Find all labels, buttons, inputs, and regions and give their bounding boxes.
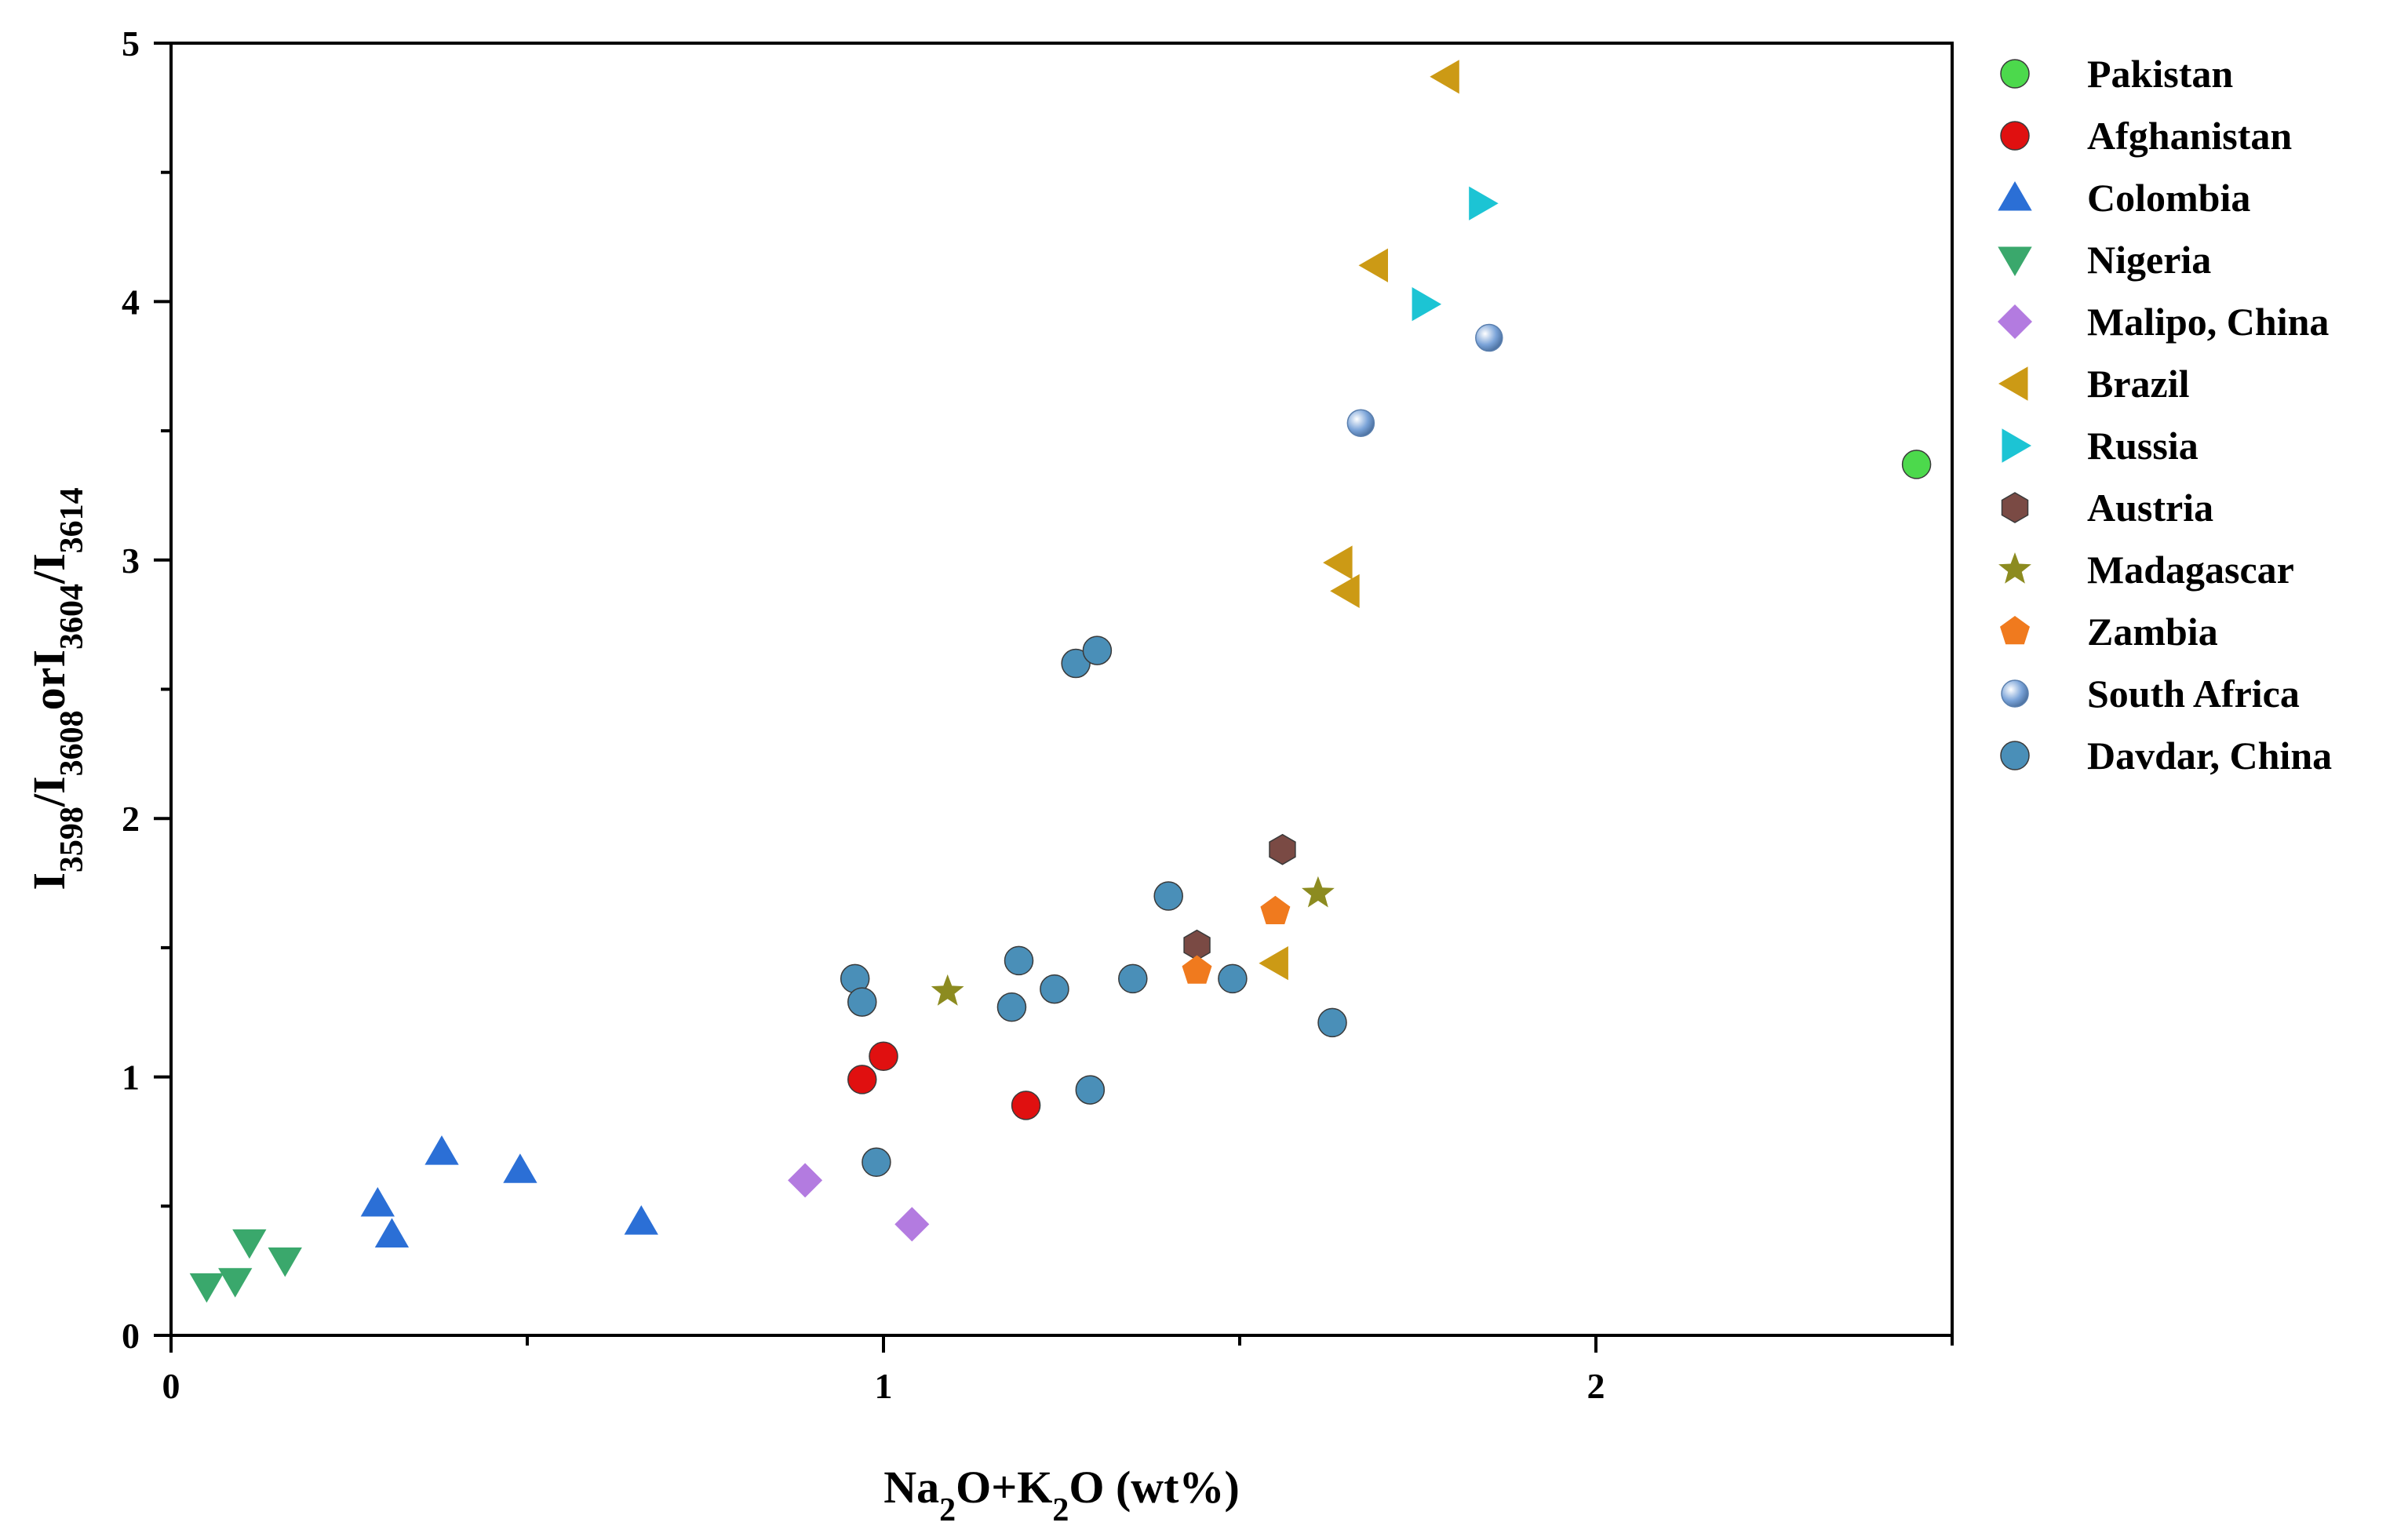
data-point-russia <box>1469 186 1499 220</box>
data-point-davdar-china <box>1153 881 1183 911</box>
legend-marker-pakistan <box>2000 59 2030 89</box>
data-point-davdar-china <box>1061 648 1091 679</box>
legend-marker-davdar-china <box>2000 741 2030 770</box>
legend-label-colombia: Colombia <box>2087 176 2250 220</box>
data-point-malipo-china <box>788 1163 823 1198</box>
legend-label-zambia: Zambia <box>2087 610 2218 654</box>
data-point-brazil <box>1330 574 1360 608</box>
data-point-afghanistan <box>869 1041 898 1071</box>
data-point-austria <box>1269 833 1296 865</box>
legend-label-davdar-china: Davdar, China <box>2087 734 2332 778</box>
legend-label-madagascar: Madagascar <box>2087 548 2294 592</box>
data-point-afghanistan <box>847 1065 877 1094</box>
data-points <box>189 60 1932 1303</box>
data-point-colombia <box>624 1205 658 1235</box>
data-point-madagascar <box>1302 876 1335 908</box>
data-point-malipo-china <box>894 1207 930 1242</box>
x-tick-label: 1 <box>875 1366 893 1406</box>
data-point-brazil <box>1358 248 1388 282</box>
data-point-colombia <box>360 1187 395 1217</box>
legend-label-austria: Austria <box>2087 486 2213 530</box>
x-tick-label: 0 <box>162 1366 180 1406</box>
data-point-davdar-china <box>1082 636 1113 665</box>
y-tick-label: 2 <box>122 799 140 839</box>
legend-marker-brazil <box>1998 366 2028 401</box>
legend-marker-colombia <box>1998 181 2032 211</box>
legend-marker-zambia <box>2000 616 2030 645</box>
y-tick-label: 4 <box>122 282 140 322</box>
data-point-davdar-china <box>1040 974 1069 1004</box>
y-tick-label: 1 <box>122 1058 140 1098</box>
data-point-madagascar <box>931 974 964 1006</box>
data-point-davdar-china <box>847 987 877 1017</box>
legend-marker-south-africa <box>2001 679 2029 708</box>
data-point-davdar-china <box>1075 1075 1106 1105</box>
axis-ticks: 0 1 2 0 1 2 3 4 5 <box>122 24 1954 1406</box>
data-point-colombia <box>374 1218 410 1247</box>
data-point-zambia <box>1182 955 1212 984</box>
data-point-afghanistan <box>1011 1091 1041 1120</box>
data-point-pakistan <box>1901 450 1932 479</box>
legend-marker-afghanistan <box>2000 121 2030 151</box>
x-tick-label: 2 <box>1587 1366 1605 1406</box>
data-point-colombia <box>503 1153 537 1183</box>
data-point-brazil <box>1323 545 1353 580</box>
data-point-nigeria <box>268 1247 302 1277</box>
data-point-davdar-china <box>1118 963 1148 994</box>
y-tick-label: 5 <box>122 24 140 64</box>
data-point-davdar-china <box>862 1147 891 1178</box>
x-axis-title: Na2O+K2O (wt%) <box>883 1462 1240 1528</box>
data-point-davdar-china <box>1004 945 1034 976</box>
data-point-davdar-china <box>996 992 1027 1022</box>
legend-label-russia: Russia <box>2087 424 2199 468</box>
legend-label-pakistan: Pakistan <box>2087 52 2233 96</box>
data-point-nigeria <box>232 1229 267 1259</box>
legend: Pakistan Afghanistan Colombia Nigeria Malipo… <box>1998 52 2332 778</box>
data-point-south-africa <box>1346 409 1375 437</box>
data-point-russia <box>1412 287 1442 322</box>
legend-marker-russia <box>2002 428 2031 463</box>
legend-marker-austria <box>2001 492 2029 523</box>
legend-label-nigeria: Nigeria <box>2087 238 2211 282</box>
legend-label-afghanistan: Afghanistan <box>2087 114 2292 158</box>
y-axis-title: I3598/I3608orI3604/I3614 <box>24 487 90 890</box>
data-point-zambia <box>1260 895 1291 924</box>
legend-marker-malipo-china <box>1998 304 2032 339</box>
data-point-davdar-china <box>1317 1007 1347 1038</box>
data-point-south-africa <box>1475 323 1503 352</box>
data-point-colombia <box>424 1135 459 1165</box>
legend-label-south-africa: South Africa <box>2087 672 2300 716</box>
data-point-nigeria <box>218 1268 253 1298</box>
y-tick-label: 0 <box>122 1316 140 1356</box>
data-point-brazil <box>1259 946 1288 981</box>
legend-label-brazil: Brazil <box>2087 362 2190 406</box>
y-tick-label: 3 <box>122 541 140 581</box>
legend-label-malipo-china: Malipo, China <box>2087 300 2329 344</box>
data-point-nigeria <box>189 1273 224 1303</box>
legend-marker-nigeria <box>1998 246 2032 276</box>
data-point-brazil <box>1430 60 1459 94</box>
legend-marker-madagascar <box>1998 552 2031 584</box>
data-point-davdar-china <box>1218 963 1248 994</box>
